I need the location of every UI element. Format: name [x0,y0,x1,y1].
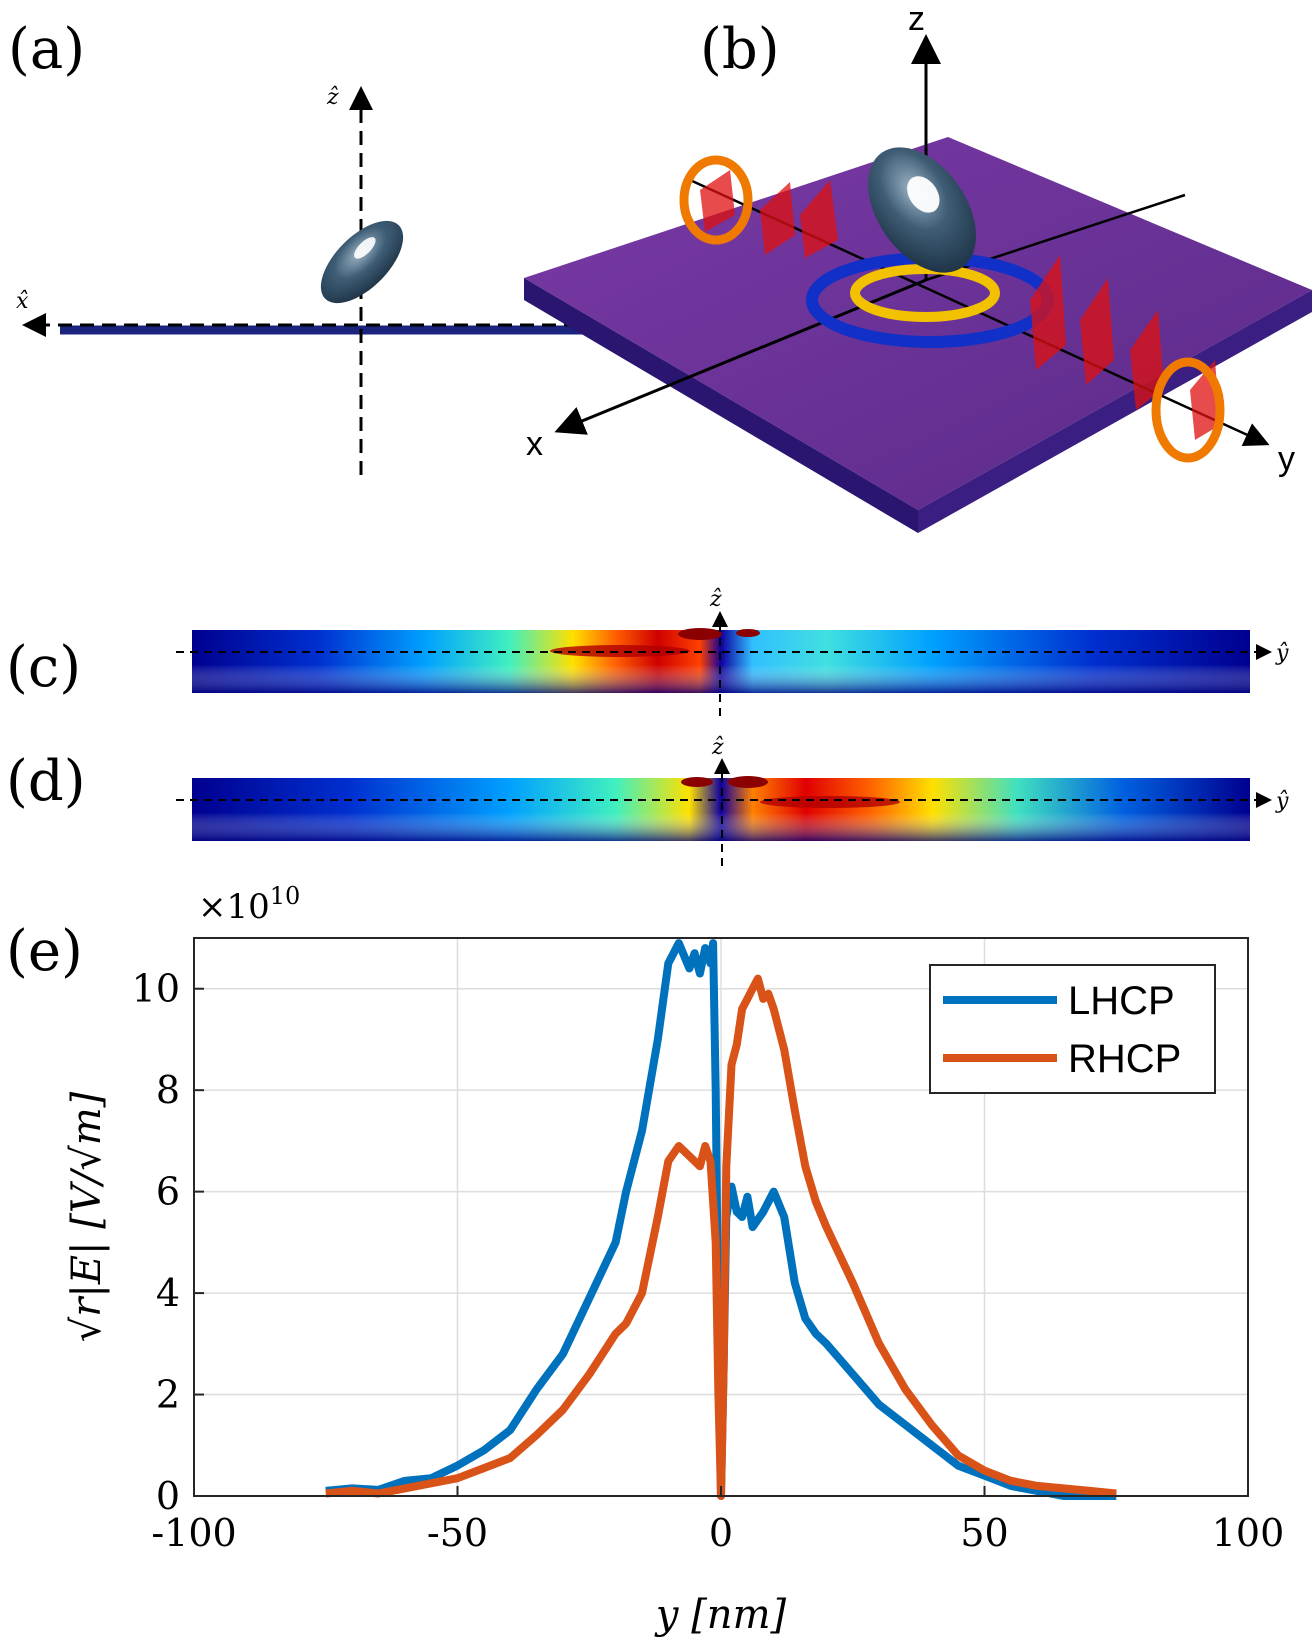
panel-b-substrate-edge-right [918,290,1312,533]
panel-a: (a) ẑ x̂ [8,17,600,475]
series-line-rhcp [325,974,1117,1500]
panel-b-wave-right [1030,255,1220,440]
panel-b: (b) z x y [524,0,1312,533]
panel-a-particle [320,220,404,304]
panel-b-helix-left [679,155,753,245]
exponent-label: ×1010 [198,882,300,927]
y-tick-label: 6 [156,1170,180,1214]
chart-ticks: -100 -50 0 50 100 0 2 4 6 8 10 [132,967,1285,1555]
panel-b-y-label: y [1278,440,1295,478]
panel-d-hotspot-top-right [728,776,768,788]
panel-c-label: (c) [6,635,81,700]
panel-b-substrate-edge [524,278,918,533]
panel-d-y-label: ŷ [1275,789,1289,814]
x-axis-label: y [nm] [654,1592,787,1638]
panel-c-y-label: ŷ [1275,641,1289,666]
panel-c-hotspot-top-right [736,629,760,637]
panel-d-z-label: ẑ [711,735,724,760]
y-tick-label: 2 [156,1373,180,1417]
legend-box [929,964,1216,1094]
panel-b-wave-left [700,170,838,258]
panel-d: (d) ẑ ŷ [6,735,1289,866]
x-tick-label: 100 [1212,1511,1285,1555]
y-tick-label: 10 [132,967,180,1011]
panel-b-helix-right [1151,357,1225,463]
x-tick-label: 0 [709,1511,733,1555]
panel-c-hotspot-top [678,628,722,640]
legend: LHCP RHCP [929,964,1216,1094]
panel-b-x-label: x [526,425,543,463]
panel-b-substrate [524,137,1312,510]
x-tick-label: 50 [960,1511,1008,1555]
exponent-power: 10 [270,882,301,910]
y-tick-label: 4 [156,1271,180,1315]
panel-b-z-label: z [908,0,925,38]
panel-e-label: (e) [6,919,83,984]
panel-a-z-label: ẑ [326,85,339,110]
panel-a-label: (a) [8,17,85,82]
x-tick-label: -50 [427,1511,488,1555]
x-tick-label: -100 [151,1511,236,1555]
panel-b-yellow-ring [850,264,1000,322]
panel-c-hotspot [550,645,690,657]
panel-b-label: (b) [700,17,780,82]
exponent-base: ×10 [198,887,270,927]
legend-label-rhcp: RHCP [1068,1037,1181,1081]
y-tick-label: 8 [156,1068,180,1112]
y-tick-label: 0 [156,1474,180,1518]
panel-d-hotspot-top [681,777,713,787]
panel-a-x-label: x̂ [16,289,29,314]
panel-d-label: (d) [6,749,86,814]
panel-b-particle [868,147,976,273]
panel-c: (c) ẑ ŷ [6,587,1289,716]
y-axis-label: √r|E| [V/√m] [64,1091,110,1342]
panel-c-z-label: ẑ [709,587,722,612]
panel-d-hotspot [760,796,900,808]
legend-label-lhcp: LHCP [1068,979,1175,1023]
